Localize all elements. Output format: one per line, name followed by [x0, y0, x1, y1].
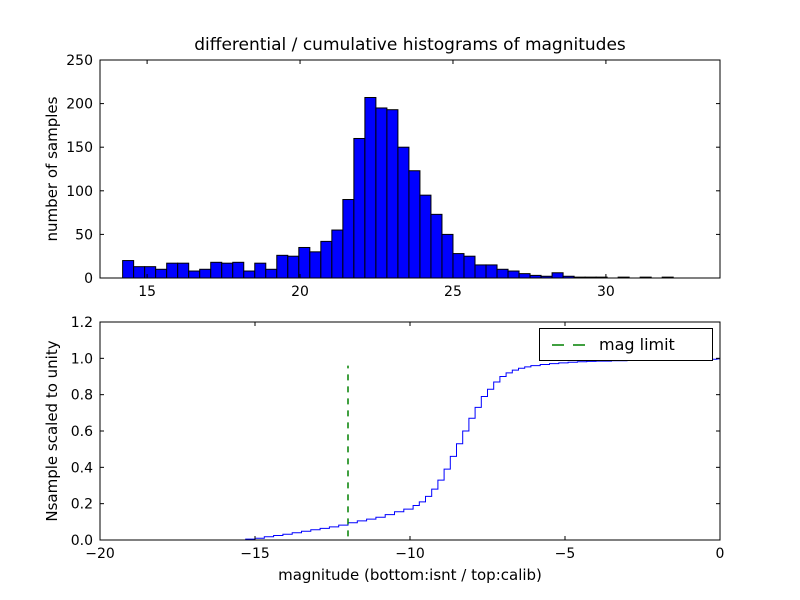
y-tick-label: 0 — [84, 271, 93, 287]
histogram-bar — [155, 268, 168, 279]
histogram-bar — [551, 272, 564, 279]
y-tick-label: 0.0 — [71, 533, 93, 549]
x-tick-label: 30 — [597, 284, 615, 300]
histogram-bar — [210, 261, 223, 279]
histogram-bar — [419, 194, 432, 279]
histogram-bar — [430, 213, 443, 279]
dashed-line-icon — [552, 343, 587, 346]
chart-title: differential / cumulative histograms of … — [194, 35, 626, 55]
histogram-bar — [463, 255, 476, 279]
cumulative-line — [100, 358, 721, 541]
histogram-bar — [507, 270, 520, 279]
histogram-bar — [452, 253, 465, 279]
y-tick-label: 250 — [66, 53, 93, 69]
histogram-bar — [287, 255, 300, 279]
legend: mag limit — [539, 328, 713, 361]
histogram-bar — [221, 262, 234, 279]
y-tick-label: 0.4 — [71, 460, 93, 476]
y-tick-label: 1.0 — [71, 351, 93, 367]
x-tick-label: 25 — [444, 284, 462, 300]
histogram-bar — [133, 266, 146, 279]
x-tick-label: −20 — [85, 546, 115, 562]
histogram-bar — [298, 246, 311, 279]
legend-label: mag limit — [599, 335, 675, 354]
histogram-bar — [353, 137, 366, 279]
y-tick-label: 0.6 — [71, 424, 93, 440]
top-ylabel: number of samples — [43, 96, 61, 242]
histogram-bar — [342, 199, 355, 279]
histogram-bar — [232, 261, 245, 279]
y-tick-label: 0.2 — [71, 497, 93, 513]
histogram-bar — [518, 273, 531, 279]
x-tick-label: −15 — [240, 546, 270, 562]
x-tick-label: −5 — [555, 546, 576, 562]
histogram-bar — [474, 264, 487, 279]
histogram-bar — [375, 107, 388, 279]
bottom-ylabel: Nsample scaled to unity — [43, 340, 61, 522]
y-tick-label: 1.2 — [71, 315, 93, 331]
histogram-bar — [243, 270, 256, 279]
histogram-bar — [496, 268, 509, 279]
x-tick-label: −10 — [395, 546, 425, 562]
y-tick-label: 0.8 — [71, 388, 93, 404]
bottom-xlabel: magnitude (bottom:isnt / top:calib) — [278, 566, 542, 584]
histogram-bar — [188, 270, 201, 279]
histogram-bar — [331, 229, 344, 279]
y-tick-label: 50 — [75, 227, 93, 243]
histogram-bar — [364, 96, 377, 279]
histogram-bar — [397, 146, 410, 279]
y-tick-label: 200 — [66, 97, 93, 113]
x-tick-label: 20 — [291, 284, 309, 300]
histogram-bar — [386, 109, 399, 279]
histogram-bar — [265, 268, 278, 279]
y-tick-label: 100 — [66, 184, 93, 200]
x-tick-label: 15 — [138, 284, 156, 300]
histogram-bar — [166, 262, 179, 279]
histogram-bar — [144, 266, 157, 279]
axes-frame — [99, 59, 721, 279]
histogram-bar — [320, 240, 333, 279]
histogram-bar — [408, 170, 421, 279]
histogram-bar — [122, 260, 135, 279]
histogram-bar — [254, 262, 267, 279]
histogram-bar — [276, 254, 289, 279]
y-tick-label: 150 — [66, 140, 93, 156]
histogram-bar — [485, 264, 498, 279]
x-tick-label: 0 — [716, 546, 725, 562]
histogram-bar — [441, 233, 454, 279]
histogram-bar — [177, 262, 190, 279]
histogram-bar — [199, 268, 212, 279]
histogram-bar — [309, 251, 322, 279]
